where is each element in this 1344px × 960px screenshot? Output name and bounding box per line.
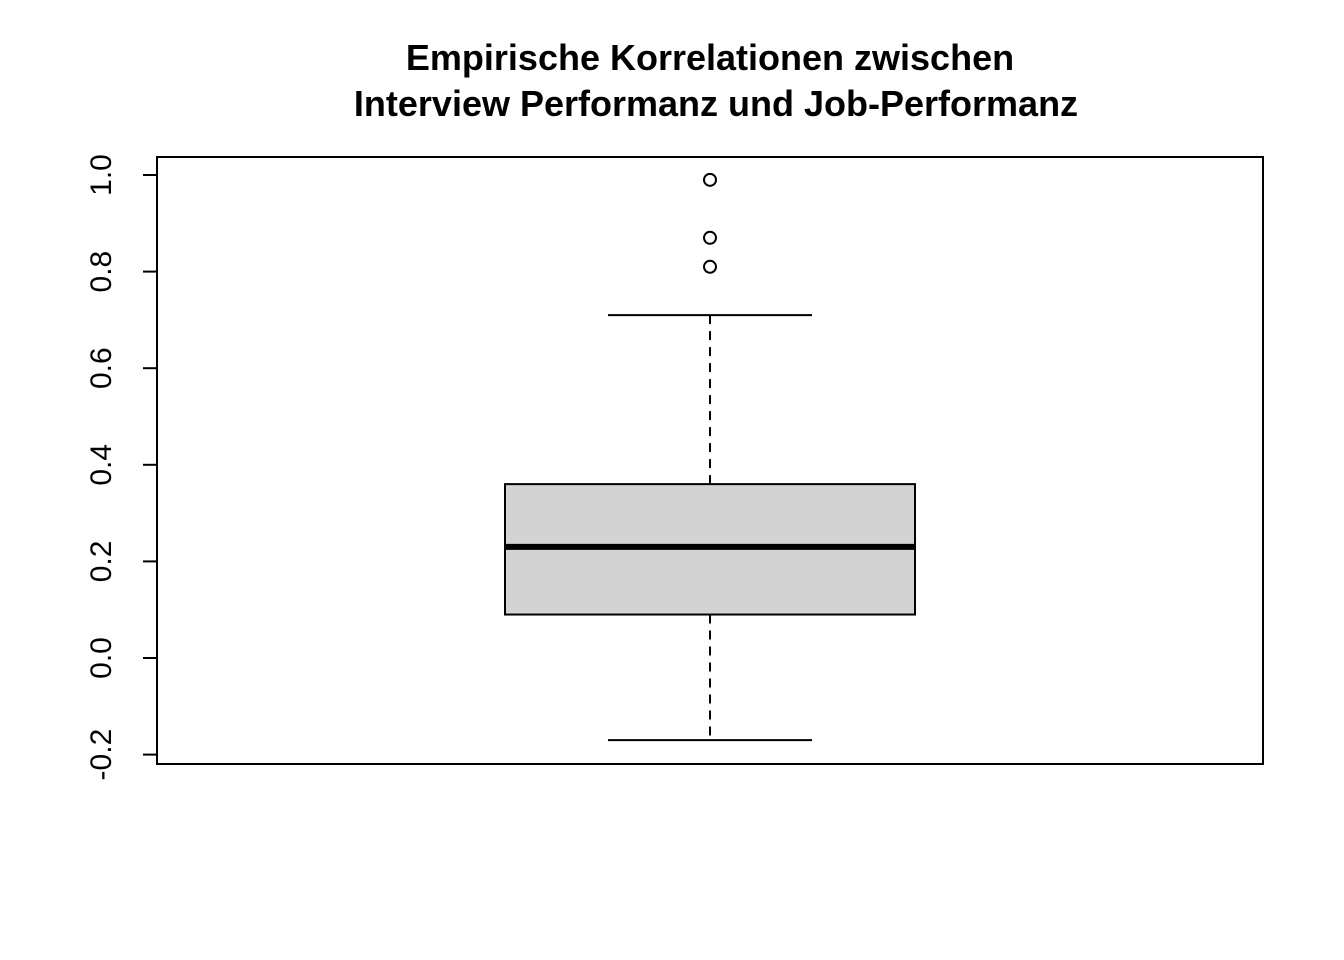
y-tick-label: 0.8 xyxy=(85,251,118,293)
outlier-point xyxy=(703,230,717,245)
y-tick-label: 0.4 xyxy=(85,444,118,486)
y-tick-label: 0.0 xyxy=(85,637,118,679)
outlier-point xyxy=(703,172,717,187)
chart-title-line-1: Empirische Korrelationen zwischen xyxy=(406,37,1014,78)
y-tick-label: -0.2 xyxy=(85,729,118,781)
y-tick-label: 0.6 xyxy=(85,347,118,389)
chart-title-line-2: Interview Performanz und Job-Performanz xyxy=(354,83,1078,124)
y-tick-label: 1.0 xyxy=(85,154,118,196)
plot-area: -0.2 0.0 0.2 0.4 0.6 0.8 1.0 xyxy=(85,154,1264,781)
outlier-point xyxy=(703,259,717,274)
y-tick-label: 0.2 xyxy=(85,541,118,583)
